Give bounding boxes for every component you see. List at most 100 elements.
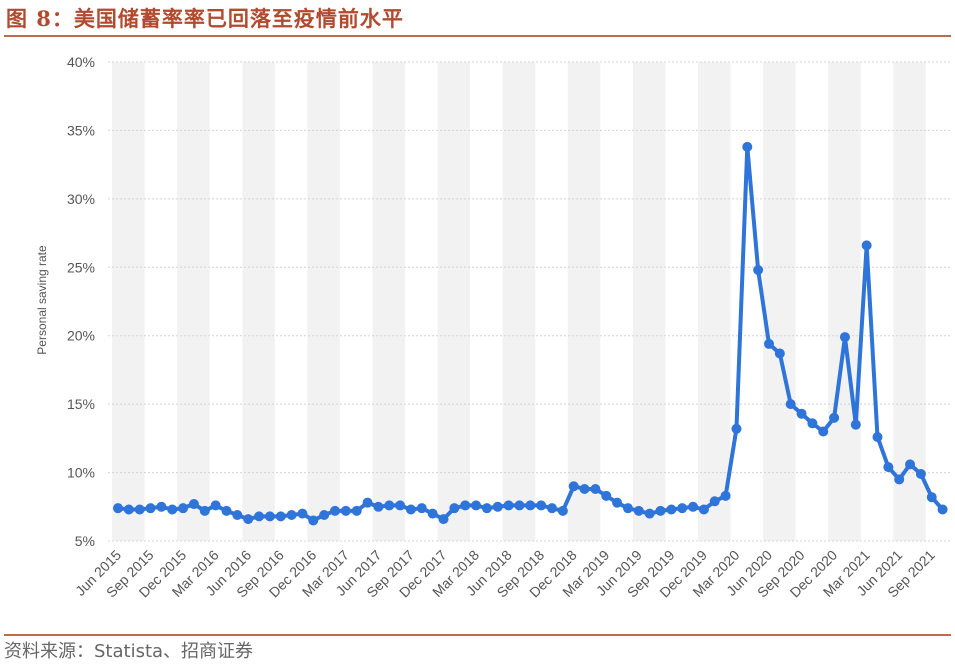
data-point — [221, 505, 232, 516]
quarter-band — [828, 62, 861, 541]
data-point — [113, 503, 123, 514]
data-point — [764, 338, 774, 349]
data-point — [449, 503, 460, 514]
quarter-band — [437, 62, 471, 541]
y-tick-label: 20% — [67, 328, 95, 344]
data-point — [232, 509, 243, 520]
data-point — [525, 500, 536, 511]
y-tick-label: 5% — [75, 533, 95, 549]
figure-title: 图 8：美国储蓄率率已回落至疫情前水平 — [6, 6, 404, 31]
data-point — [416, 503, 427, 514]
data-point — [633, 505, 644, 516]
data-point — [210, 500, 221, 511]
data-point — [568, 481, 579, 492]
quarter-band — [502, 62, 536, 541]
data-point — [666, 504, 677, 515]
data-point — [362, 497, 373, 508]
data-point — [199, 505, 210, 516]
quarter-band — [697, 62, 731, 541]
quarter-band — [372, 62, 406, 541]
line-chart: 5% 10% 15% 20% 25% 30% 35% 40% Personal saving … — [35, 54, 952, 601]
quarter-band — [307, 62, 340, 541]
data-point — [405, 504, 416, 515]
data-point — [926, 492, 937, 503]
data-point — [134, 504, 145, 515]
data-point — [818, 426, 829, 437]
data-point — [123, 504, 134, 515]
data-point — [145, 503, 156, 514]
data-point — [254, 511, 265, 522]
quarter-band — [567, 62, 601, 541]
series-saving-rate — [113, 141, 948, 526]
data-point — [688, 501, 699, 512]
quarter-band — [242, 62, 275, 541]
data-point — [612, 497, 623, 508]
data-point — [481, 503, 492, 514]
data-point — [438, 514, 449, 525]
data-point — [894, 474, 905, 485]
data-point — [579, 483, 590, 494]
data-point — [264, 511, 275, 522]
data-point — [536, 500, 547, 511]
data-point — [156, 501, 167, 512]
data-point — [590, 483, 601, 494]
y-tick-label: 40% — [67, 54, 95, 70]
y-tick-label: 10% — [67, 465, 95, 481]
data-point — [753, 265, 764, 276]
data-point — [514, 500, 525, 511]
data-point — [915, 468, 926, 479]
data-point — [698, 504, 709, 515]
data-point — [330, 505, 340, 516]
data-point — [872, 431, 883, 442]
quarter-band — [177, 62, 210, 541]
data-point — [460, 500, 471, 511]
data-point — [243, 514, 254, 525]
data-point — [731, 423, 742, 434]
data-point — [395, 500, 406, 511]
data-point — [178, 503, 189, 514]
data-point — [622, 503, 633, 514]
data-point — [492, 501, 503, 512]
data-point — [796, 408, 807, 419]
data-point — [861, 240, 872, 251]
data-point — [286, 509, 297, 520]
y-tick-label: 35% — [67, 122, 95, 138]
y-axis-label: Personal saving rate — [35, 245, 49, 355]
data-point — [905, 459, 916, 470]
data-point — [655, 505, 666, 516]
quarter-band — [112, 62, 145, 541]
data-point — [839, 332, 850, 343]
source-divider — [4, 634, 951, 636]
data-point — [742, 141, 753, 152]
data-point — [774, 348, 785, 359]
background-bands — [112, 62, 926, 541]
data-point — [937, 504, 948, 515]
data-point — [275, 511, 286, 522]
data-point — [188, 499, 199, 510]
data-point — [557, 505, 568, 516]
data-point — [384, 500, 395, 511]
data-point — [883, 462, 894, 473]
gridlines — [108, 61, 952, 542]
title-divider — [4, 35, 951, 37]
data-point — [351, 505, 362, 516]
data-point — [720, 490, 731, 501]
y-tick-label: 15% — [67, 396, 95, 412]
data-point — [471, 500, 482, 511]
data-point — [677, 503, 688, 514]
data-point — [503, 500, 514, 511]
data-point — [601, 490, 612, 501]
data-point — [807, 418, 818, 429]
data-point — [644, 508, 655, 519]
y-tick-label: 25% — [67, 259, 95, 275]
data-point — [297, 508, 308, 519]
data-point — [850, 419, 861, 430]
data-point — [829, 412, 840, 423]
data-point — [547, 503, 557, 514]
data-point — [308, 515, 319, 526]
quarter-band — [632, 62, 666, 541]
data-point — [427, 508, 438, 519]
data-point — [373, 501, 384, 512]
quarter-band — [763, 62, 796, 541]
